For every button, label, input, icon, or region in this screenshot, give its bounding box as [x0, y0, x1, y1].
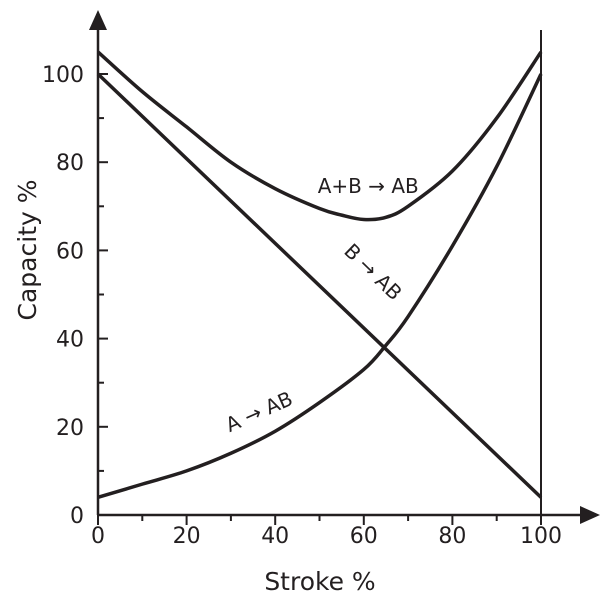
x-axis-arrow-icon	[580, 506, 600, 524]
y-tick-label: 60	[56, 239, 84, 264]
x-axis-title: Stroke %	[264, 567, 375, 595]
annotations: A+B → AB B → AB A → AB	[222, 174, 419, 437]
series-group	[96, 50, 543, 500]
x-tick-label: 20	[173, 524, 201, 549]
y-tick-label: 100	[42, 63, 84, 88]
x-tick-label: 60	[350, 524, 378, 549]
series-line-b	[96, 72, 543, 499]
y-axis-title: Capacity %	[13, 180, 42, 321]
x-tick-label: 80	[438, 524, 466, 549]
curve-label: A → AB	[222, 386, 296, 437]
x-tick-label: 0	[91, 524, 105, 549]
y-axis-arrow-icon	[89, 10, 107, 30]
series-line-a	[97, 73, 543, 500]
x-tick-label: 40	[261, 524, 289, 549]
curve-label: A+B → AB	[318, 174, 419, 198]
series-line-a-plus-b	[96, 50, 543, 222]
x-tick-label: 100	[520, 524, 562, 549]
curve-label: B → AB	[339, 239, 406, 305]
axes	[89, 10, 600, 524]
y-tick-label: 0	[70, 504, 84, 529]
y-tick-label: 80	[56, 151, 84, 176]
y-tick-label: 20	[56, 416, 84, 441]
y-tick-label: 40	[56, 328, 84, 353]
ticks: 0 20 40 60 80 100 0 20 40 60 80 100	[42, 63, 562, 549]
